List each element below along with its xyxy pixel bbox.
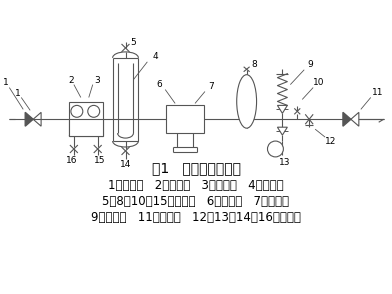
- Polygon shape: [278, 105, 287, 113]
- Ellipse shape: [237, 75, 257, 128]
- Text: 6: 6: [156, 80, 162, 89]
- Text: 13: 13: [279, 158, 290, 167]
- Circle shape: [267, 141, 283, 157]
- Circle shape: [71, 105, 83, 117]
- Text: 8: 8: [252, 60, 258, 69]
- Text: 2: 2: [68, 76, 74, 85]
- Text: 1: 1: [2, 78, 8, 87]
- Text: 15: 15: [94, 156, 105, 165]
- Text: 10: 10: [313, 78, 325, 87]
- Text: 9: 9: [307, 60, 313, 69]
- Text: 16: 16: [66, 156, 78, 165]
- Text: 1．截止阀   2．循环泵   3．容积泵   4．稳定塔: 1．截止阀 2．循环泵 3．容积泵 4．稳定塔: [108, 179, 284, 192]
- Text: 12: 12: [325, 136, 337, 146]
- Text: 7: 7: [208, 82, 214, 91]
- Text: 3: 3: [94, 76, 100, 85]
- Polygon shape: [343, 112, 351, 126]
- Text: 4: 4: [152, 52, 158, 61]
- Text: 9．安全阀   11．控制阀   12、13、14、16．疏水阀: 9．安全阀 11．控制阀 12、13、14、16．疏水阀: [91, 211, 301, 224]
- Circle shape: [88, 105, 100, 117]
- Polygon shape: [25, 112, 33, 126]
- Text: 11: 11: [372, 88, 383, 97]
- Bar: [69, 119, 103, 136]
- Polygon shape: [351, 112, 359, 126]
- Bar: [69, 102, 103, 136]
- Text: 14: 14: [120, 160, 131, 169]
- Text: 图1   设备安装示意图: 图1 设备安装示意图: [151, 161, 241, 175]
- Polygon shape: [278, 127, 287, 135]
- Bar: [166, 105, 204, 133]
- Text: 5、8、10、15．排气阀   6．过滤池   7．压缩机: 5、8、10、15．排气阀 6．过滤池 7．压缩机: [102, 195, 290, 208]
- Text: 5: 5: [131, 38, 136, 46]
- Text: 1: 1: [15, 89, 21, 98]
- Polygon shape: [33, 112, 41, 126]
